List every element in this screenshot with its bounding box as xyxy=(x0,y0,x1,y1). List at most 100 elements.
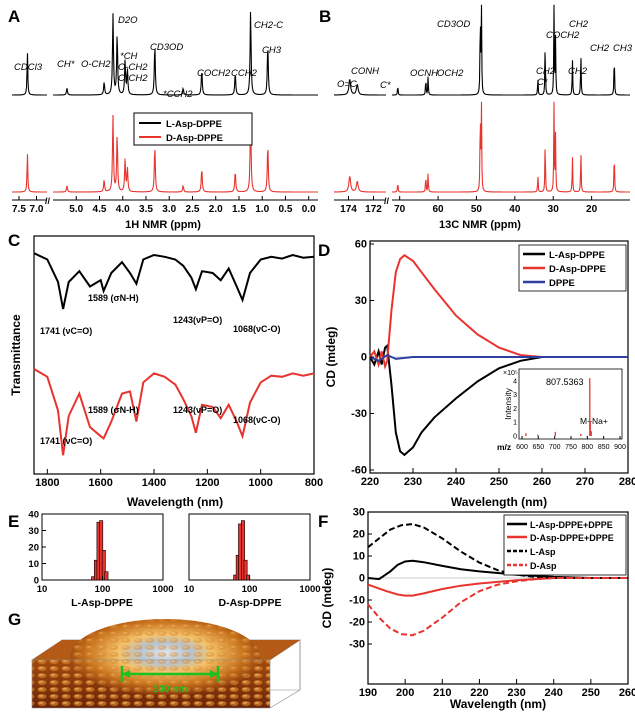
panel-d: D CD (mdeg) 220 230 240 250 260 270 28060300-3… xyxy=(318,239,635,510)
afm-scale-label: 100 nm xyxy=(153,684,188,695)
y-d-ytick-label: 30 xyxy=(355,295,367,307)
y-d-ytick-label: -30 xyxy=(351,408,367,420)
inset-xtick-label: 700 xyxy=(549,444,561,451)
x-e4-tick-label: 1000 xyxy=(152,584,173,595)
x-e5-tick-label: 1000 xyxy=(299,584,320,595)
y-e-ytick-label: 0 xyxy=(34,576,39,587)
cd-trace-d-asp xyxy=(367,577,628,637)
legend-f-1: D-Asp-DPPE+DPPE xyxy=(530,533,614,543)
inset-xtick-label: 600 xyxy=(516,444,528,451)
x-a-tick-label: 3.0 xyxy=(162,204,176,215)
panel-label-e: E xyxy=(8,512,19,531)
x-b-tick-label: 70 xyxy=(394,204,406,215)
x-axis-b: // 13C NMR (ppm) 174 172 70 60 50 40 30 20 xyxy=(334,196,630,231)
x-axis-label-b: 13C NMR (ppm) xyxy=(439,219,521,231)
x-d-tick-label: 230 xyxy=(404,476,422,488)
x-b-tick-label: 50 xyxy=(471,204,483,215)
panel-label-b: B xyxy=(319,7,331,26)
panel-a: A CDCl3 CH* O-CH2 D2O *CH O-CH2 C*CH2 CD… xyxy=(8,7,318,231)
ir-trace-d xyxy=(33,368,315,456)
y-e-ytick-label: 40 xyxy=(28,510,39,521)
inset-xtick-label: 850 xyxy=(598,444,610,451)
nmr-13c-trace-d xyxy=(334,101,630,193)
inset-xtick-label: 800 xyxy=(581,444,593,451)
annotation-d2o: D2O xyxy=(118,15,138,26)
afm-topography-image: 100 nm xyxy=(31,619,301,709)
nmr-1h-annotations: CDCl3 CH* O-CH2 D2O *CH O-CH2 C*CH2 CD3O… xyxy=(14,15,283,100)
x-e5-tick-label: 10 xyxy=(184,584,195,595)
annotation-conh: CONH xyxy=(351,66,379,77)
x-f-tick-label: 250 xyxy=(582,687,600,699)
x-b-tick-label: 174 xyxy=(340,204,357,215)
inset-xtick-label: 900 xyxy=(614,444,626,451)
x-c-tick-label: 1000 xyxy=(248,477,272,489)
annotation-cdcl3: CDCl3 xyxy=(14,62,43,73)
x-c-tick-label: 1400 xyxy=(142,477,166,489)
x-e5-tick-label: 100 xyxy=(242,584,258,595)
afm-scale-bar: 100 nm xyxy=(120,666,220,695)
panel-label-g: G xyxy=(8,610,21,629)
legend-f-3: D-Asp xyxy=(530,561,557,571)
annotation-c-star: C* xyxy=(380,80,391,91)
x-d-tick-label: 260 xyxy=(533,476,551,488)
panel-label-f: F xyxy=(318,512,328,531)
ms-inset: ×10⁵ Intensity m/z 807.5363 M+Na+ 600 650… xyxy=(497,368,626,452)
y-d-ytick-label: 0 xyxy=(361,352,367,364)
annotation-ch-star: CH* xyxy=(57,59,75,70)
cd-trace-l-asp xyxy=(367,523,628,579)
annotation-ch2-b2: CH2 xyxy=(569,19,589,30)
panel-label-d: D xyxy=(318,241,330,260)
x-c-tick-label: 1800 xyxy=(35,477,59,489)
ir-label-1068-l: 1068(νC-O) xyxy=(233,324,281,334)
inset-ytick-label: 0 xyxy=(513,434,517,441)
annotation-ch3-b: CH3 xyxy=(613,43,633,54)
cd-trace-d-asp-dppe xyxy=(369,254,628,370)
legend-f: L-Asp-DPPE+DPPE D-Asp-DPPE+DPPE L-Asp D-… xyxy=(503,514,627,576)
annotation-o-ch2: O-CH2 xyxy=(81,59,111,70)
annotation-cch2: CCH2 xyxy=(231,68,258,79)
annotation-ocnh: OCNH xyxy=(410,68,438,79)
legend-d-asp-dppe: D-Asp-DPPE xyxy=(166,133,223,144)
x-a-tick-label: 2.5 xyxy=(186,204,200,215)
y-e-ytick-label: 30 xyxy=(28,526,39,537)
x-e4-tick-label: 100 xyxy=(95,584,111,595)
y-f-ytick-label: -10 xyxy=(349,595,365,607)
nmr-1h-trace-d xyxy=(12,113,318,193)
x-axis-label-f: Wavelength (nm) xyxy=(450,697,546,711)
size-bar xyxy=(243,559,248,581)
panel-f: F CD (mdeg) 190 200 210 220 230 240 250 2603020… xyxy=(318,507,635,712)
x-a-tick-label: 0.5 xyxy=(279,204,293,215)
y-axis-label-f: CD (mdeg) xyxy=(320,568,334,629)
x-f-tick-label: 200 xyxy=(396,687,414,699)
panel-label-a: A xyxy=(8,7,20,26)
x-a-tick-label: 3.5 xyxy=(139,204,153,215)
y-f-ytick-label: -30 xyxy=(349,639,365,651)
ir-label-1741-l: 1741 (νC=O) xyxy=(40,326,92,336)
annotation-c-star-b: C* xyxy=(537,77,548,88)
legend-f-2: L-Asp xyxy=(530,547,556,557)
inset-ytick-label: 3 xyxy=(513,392,517,399)
x-b-tick-label: 40 xyxy=(509,204,521,215)
x-a-tick-label: 2.0 xyxy=(209,204,223,215)
panel-c: C Transmittance 1589 (σN-H) 1243(νP=O) 1… xyxy=(8,231,323,509)
annotation-star-ch: *CH xyxy=(120,51,138,62)
y-f-ytick-label: 30 xyxy=(353,507,365,519)
nmr-13c-annotations: O=C CONH C* OCNH OCH2 CD3OD CH2 C* COCH2… xyxy=(337,19,633,91)
svg-text://: // xyxy=(384,196,390,206)
cd-trace-d-asp-dppe-dppe xyxy=(367,577,628,597)
inset-y-unit: ×10⁵ xyxy=(503,370,518,377)
x-axis-label-c: Wavelength (nm) xyxy=(127,495,223,509)
annotation-ch2-c: CH2-C xyxy=(254,20,283,31)
panel-b: B O=C CONH C* OCNH OCH2 CD3OD CH2 C* COC… xyxy=(319,4,633,231)
x-f-tick-label: 190 xyxy=(359,687,377,699)
inset-ytick-label: 1 xyxy=(513,420,517,427)
x-c-tick-label: 1200 xyxy=(195,477,219,489)
x-axis-label-e-l: L-Asp-DPPE xyxy=(71,597,133,609)
x-a-tick-label: 7.5 xyxy=(12,204,26,215)
y-f-ytick-label: 0 xyxy=(359,573,365,585)
x-c-tick-label: 1600 xyxy=(88,477,112,489)
inset-ytick-label: 4 xyxy=(513,378,517,385)
annotation-ch3: CH3 xyxy=(262,45,282,56)
y-f-ytick-label: 20 xyxy=(353,529,365,541)
